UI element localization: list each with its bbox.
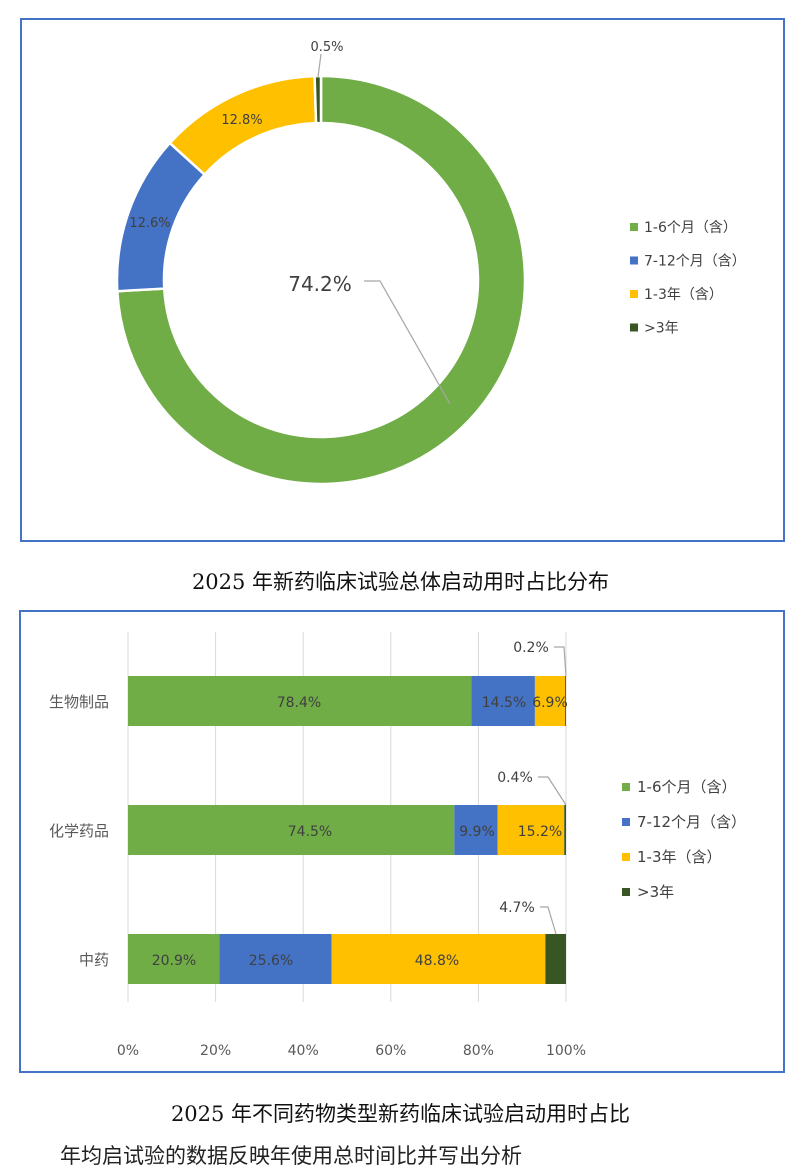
- legend-label: 7-12个月（含）: [644, 254, 746, 270]
- bar-segment: [497, 805, 565, 855]
- category-label: 生物制品: [49, 693, 109, 711]
- category-label: 中药: [79, 951, 109, 969]
- x-tick-label: 0%: [117, 1043, 139, 1059]
- bar-data-label: 15.2%: [518, 824, 562, 840]
- bar-data-label: 25.6%: [249, 953, 293, 969]
- body-text-fragment: 年均启试验的数据反映年使用总时间比并写出分析: [60, 1144, 522, 1168]
- legend-label: 1-6个月（含）: [637, 778, 737, 796]
- legend-label: 7-12个月（含）: [637, 813, 746, 831]
- bar-segment: [565, 676, 566, 726]
- chart2-caption: 2025 年不同药物类型新药临床试验启动用时占比: [170, 1102, 631, 1126]
- bar-data-label: 14.5%: [482, 695, 526, 711]
- bar-segment: [219, 934, 332, 984]
- bar-data-label: 4.7%: [499, 900, 535, 916]
- legend-swatch: [622, 888, 630, 896]
- donut-chart-panel: 74.2% 12.6% 12.8% 0.5% 1-6个月（含） 7-12个月（含） 1-3年…: [20, 18, 785, 542]
- bar-data-label: 9.9%: [459, 824, 495, 840]
- donut-chart: 74.2% 12.6% 12.8% 0.5% 1-6个月（含） 7-12个月（含） 1-3年…: [115, 40, 746, 486]
- x-tick-label: 20%: [200, 1043, 231, 1059]
- donut-data-label: 12.6%: [129, 216, 170, 231]
- leader-line: [538, 776, 567, 806]
- bar-segment: [564, 805, 566, 855]
- bar-data-label: 74.5%: [288, 824, 332, 840]
- bar-data-label: 6.9%: [532, 695, 568, 711]
- bar-segment: [534, 676, 566, 726]
- legend-label: 1-6个月（含）: [644, 220, 737, 236]
- legend-label: 1-3年（含）: [637, 848, 722, 866]
- leader-line: [364, 280, 451, 405]
- leader-line: [317, 53, 322, 78]
- legend-label: >3年: [637, 883, 674, 901]
- bar-segment: [128, 676, 472, 726]
- leader-line: [554, 646, 567, 677]
- legend-swatch: [630, 290, 638, 298]
- bar-segment: [128, 805, 455, 855]
- x-tick-label: 40%: [288, 1043, 319, 1059]
- x-tick-label: 100%: [546, 1043, 586, 1059]
- bar-data-label: 0.2%: [513, 640, 549, 656]
- donut-slice: [313, 74, 323, 125]
- legend-swatch: [630, 256, 638, 265]
- leader-line: [540, 906, 557, 935]
- donut-slice: [115, 74, 527, 486]
- legend-swatch: [630, 223, 638, 231]
- category-label: 化学药品: [49, 822, 109, 840]
- bar-segment: [471, 676, 535, 726]
- x-tick-label: 60%: [375, 1043, 406, 1059]
- bar-legend: 1-6个月（含） 7-12个月（含） 1-3年（含） >3年: [622, 778, 746, 901]
- bar-segment: [128, 934, 220, 984]
- legend-swatch: [630, 323, 638, 332]
- bar-data-label: 48.8%: [415, 953, 459, 969]
- legend-swatch: [622, 818, 630, 826]
- donut-data-label: 0.5%: [310, 40, 343, 55]
- donut-data-label: 74.2%: [288, 272, 352, 296]
- bar-segment: [331, 934, 546, 984]
- x-tick-label: 80%: [463, 1043, 494, 1059]
- bar-data-label: 0.4%: [497, 770, 533, 786]
- donut-legend: 1-6个月（含） 7-12个月（含） 1-3年（含） >3年: [630, 220, 746, 337]
- bar-segment: [545, 934, 566, 984]
- legend-label: >3年: [644, 321, 679, 337]
- legend-swatch: [622, 783, 630, 791]
- bar-data-label: 78.4%: [277, 695, 321, 711]
- donut-data-label: 12.8%: [221, 113, 262, 128]
- bar-chart-panel: 0% 20% 40% 60% 80% 100% 生物制品化学药品中药 78.4% 14.5% 6.…: [19, 610, 785, 1073]
- legend-label: 1-3年（含）: [644, 287, 723, 303]
- legend-swatch: [622, 853, 630, 861]
- chart1-caption: 2025 年新药临床试验总体启动用时占比分布: [191, 570, 610, 594]
- bar-segment: [454, 805, 498, 855]
- bar-data-label: 20.9%: [152, 953, 196, 969]
